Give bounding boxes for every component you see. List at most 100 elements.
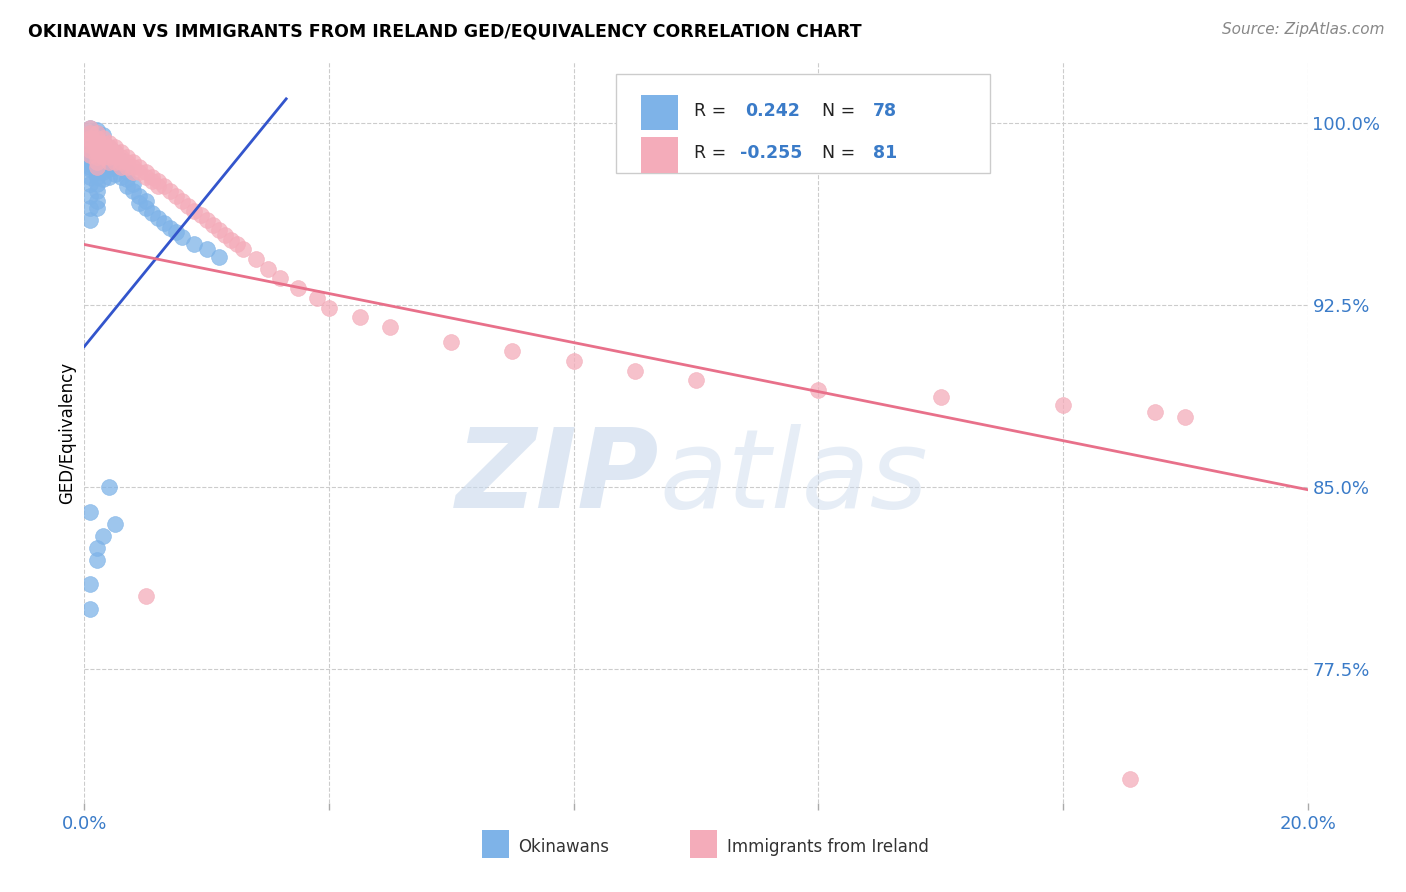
Bar [641, 137, 678, 173]
Point [146, 179, 169, 194]
Point [128, 160, 150, 174]
Point [159, 184, 181, 198]
Point [91, 529, 114, 543]
Point [349, 310, 371, 325]
Point [86, 126, 108, 140]
Point [110, 145, 132, 160]
Point [86, 145, 108, 160]
Point [79, 201, 101, 215]
Bar [482, 830, 509, 858]
Point [79, 126, 101, 140]
Point [104, 516, 127, 531]
Point [104, 160, 127, 174]
Point [86, 157, 108, 171]
Point [104, 153, 127, 167]
Point [86, 123, 108, 137]
Point [115, 164, 138, 178]
Point [135, 169, 157, 184]
Point [165, 225, 187, 239]
Point [91, 136, 114, 150]
Text: atlas: atlas [659, 424, 928, 531]
Point [1174, 409, 1197, 424]
Text: Source: ZipAtlas.com: Source: ZipAtlas.com [1222, 22, 1385, 37]
Point [110, 153, 132, 167]
Point [165, 189, 187, 203]
Point [104, 140, 127, 154]
FancyBboxPatch shape [616, 73, 990, 173]
Point [115, 172, 138, 186]
Text: 0.242: 0.242 [745, 102, 800, 120]
Bar [690, 830, 717, 858]
Point [79, 153, 101, 167]
Point [91, 150, 114, 164]
Point [172, 230, 194, 244]
Text: Okinawans: Okinawans [519, 838, 610, 856]
Point [79, 150, 101, 164]
Point [86, 184, 108, 198]
Point [79, 130, 101, 145]
Point [91, 150, 114, 164]
Point [86, 145, 108, 160]
Point [86, 201, 108, 215]
Point [86, 138, 108, 153]
Bar [641, 95, 678, 130]
Point [91, 143, 114, 157]
Point [318, 301, 340, 315]
Point [91, 157, 114, 171]
Point [562, 354, 585, 368]
Point [208, 250, 231, 264]
Point [86, 155, 108, 169]
Point [79, 213, 101, 227]
Point [146, 211, 169, 225]
Point [91, 130, 114, 145]
Point [79, 177, 101, 191]
Point [624, 364, 647, 378]
Point [97, 140, 120, 154]
Y-axis label: GED/Equivalency: GED/Equivalency [58, 361, 76, 504]
Point [79, 126, 101, 140]
Point [122, 160, 145, 174]
Point [183, 237, 205, 252]
Point [79, 189, 101, 203]
Point [219, 233, 242, 247]
Point [86, 140, 108, 154]
Point [183, 203, 205, 218]
Point [110, 169, 132, 184]
Text: R =: R = [693, 102, 725, 120]
Point [104, 145, 127, 160]
Point [146, 174, 169, 188]
Point [104, 167, 127, 181]
Point [97, 145, 120, 160]
Point [128, 189, 150, 203]
Point [97, 150, 120, 164]
Point [86, 153, 108, 167]
Point [79, 155, 101, 169]
Point [128, 164, 150, 178]
Point [79, 169, 101, 184]
Point [86, 164, 108, 178]
Point [122, 155, 145, 169]
Point [172, 194, 194, 208]
Point [141, 174, 163, 188]
Point [153, 216, 176, 230]
Point [159, 220, 181, 235]
Point [86, 177, 108, 191]
Point [79, 138, 101, 153]
Point [135, 164, 157, 178]
Point [86, 133, 108, 147]
Point [86, 136, 108, 150]
Point [97, 169, 120, 184]
Point [79, 143, 101, 157]
Point [135, 201, 157, 215]
Point [79, 147, 101, 161]
Point [115, 160, 138, 174]
Point [141, 169, 163, 184]
Point [79, 133, 101, 147]
Point [79, 162, 101, 177]
Point [86, 160, 108, 174]
Point [79, 145, 101, 160]
Point [685, 373, 707, 387]
Point [79, 160, 101, 174]
Point [807, 383, 830, 397]
Point [79, 157, 101, 171]
